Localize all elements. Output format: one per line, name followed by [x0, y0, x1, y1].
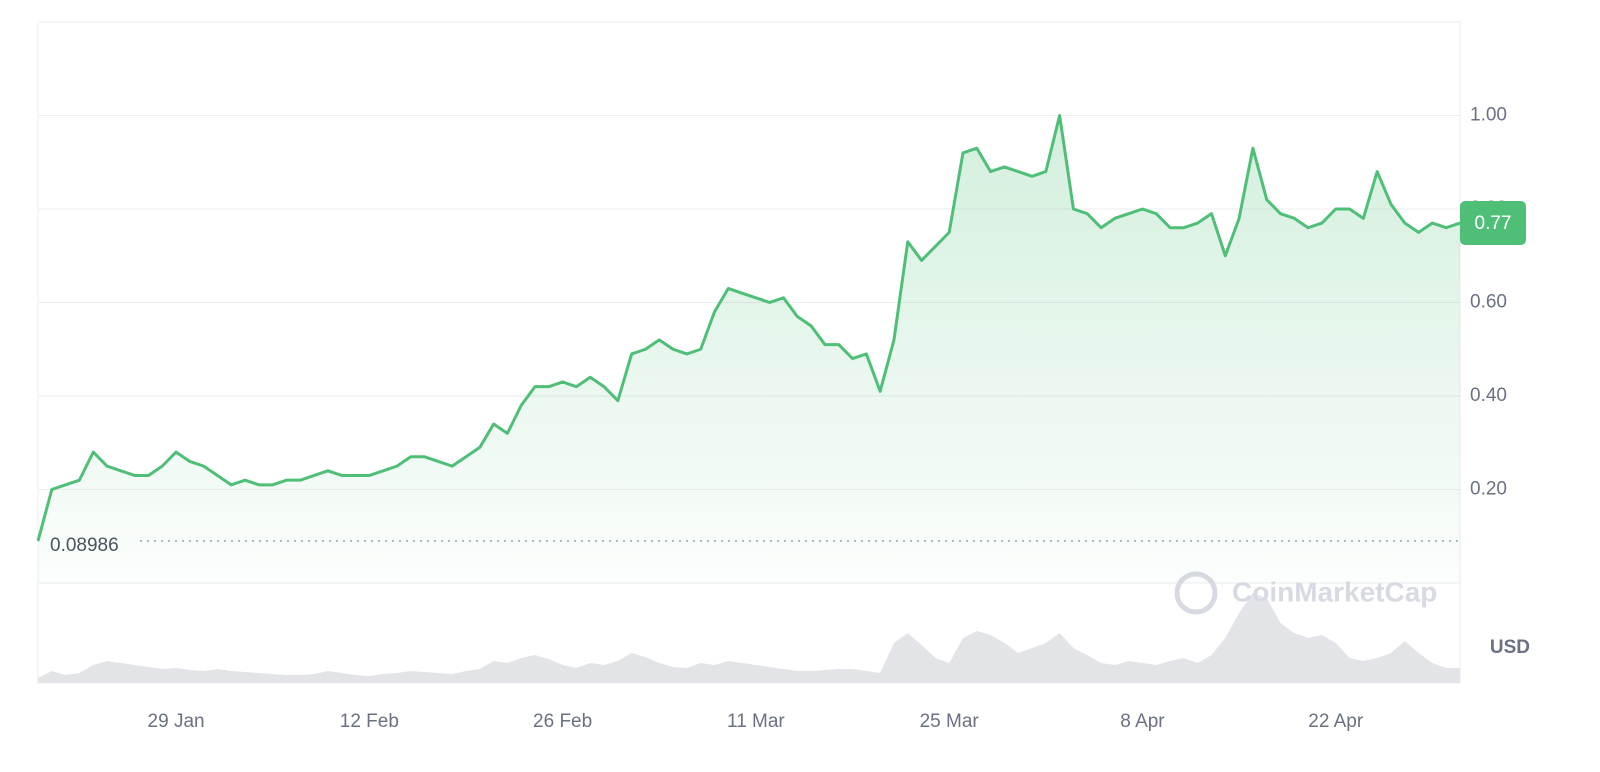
x-tick-label: 11 Mar: [727, 711, 785, 732]
x-tick-label: 12 Feb: [340, 711, 399, 732]
x-tick-label: 22 Apr: [1308, 711, 1364, 732]
y-tick-label: 1.00: [1470, 105, 1507, 126]
x-tick-label: 29 Jan: [148, 711, 205, 732]
price-line: [36, 114, 1461, 542]
price-badge: [1460, 201, 1526, 246]
volume-area: [38, 593, 1460, 683]
currency-label: USD: [1490, 637, 1530, 658]
x-tick-label: 8 Apr: [1120, 711, 1165, 732]
x-tick-label: 26 Feb: [533, 711, 592, 732]
price-badge-label: 0.77: [1475, 213, 1512, 234]
y-tick-label: 0.40: [1470, 385, 1507, 406]
y-tick-label: 0.60: [1470, 292, 1507, 313]
price-area: [38, 115, 1460, 583]
y-tick-label: 0.20: [1470, 479, 1507, 500]
x-tick-label: 25 Mar: [920, 711, 980, 732]
